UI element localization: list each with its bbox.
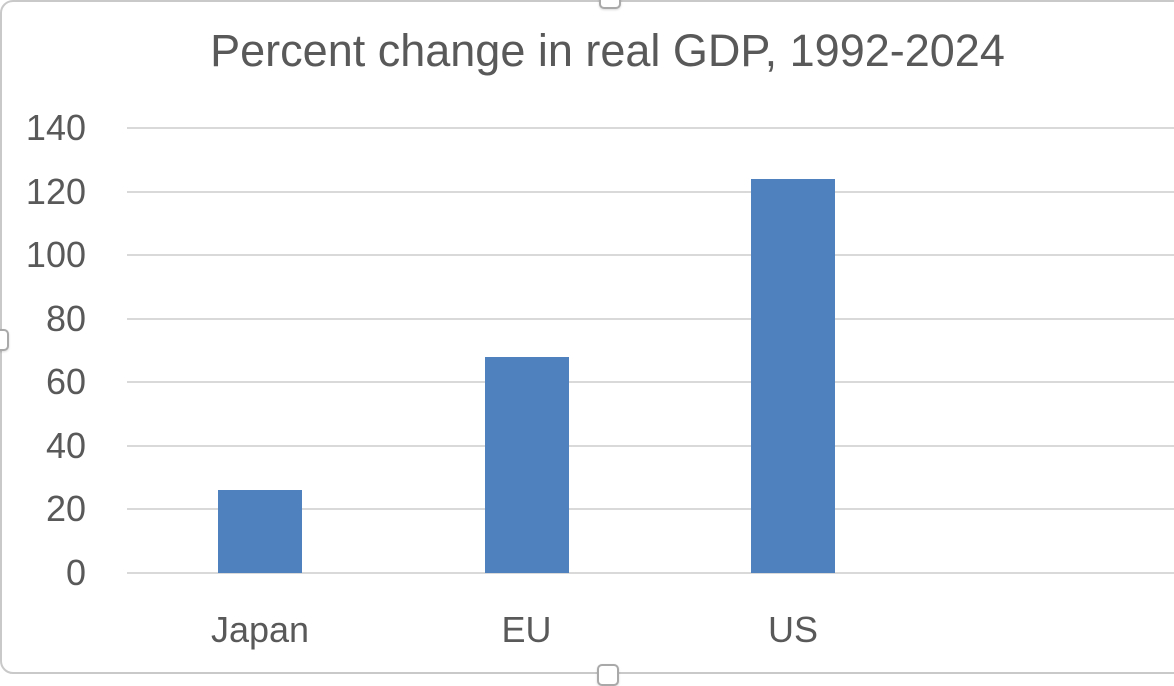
y-axis-label-20[interactable]: 20 (45, 488, 86, 530)
gridline-40 (127, 444, 1174, 447)
resize-handle-top-center[interactable] (599, 0, 621, 9)
bar-japan[interactable] (218, 490, 302, 573)
y-axis-label-40[interactable]: 40 (45, 424, 86, 466)
y-axis-label-0[interactable]: 0 (65, 552, 86, 593)
y-axis-label-80[interactable]: 80 (45, 297, 86, 339)
y-axis-label-120[interactable]: 120 (25, 170, 86, 212)
x-axis-label-us[interactable]: US (767, 609, 818, 650)
y-axis-label-140[interactable]: 140 (25, 107, 86, 148)
gridline-100 (127, 254, 1174, 257)
x-axis-label-eu[interactable]: EU (501, 609, 552, 650)
chart-title[interactable]: Percent change in real GDP, 1992-2024 (210, 25, 1005, 76)
gridline-60 (127, 381, 1174, 384)
gridline-20 (127, 508, 1174, 511)
bar-us[interactable] (751, 178, 835, 573)
gridline-140 (127, 127, 1174, 129)
x-axis-label-japan[interactable]: Japan (210, 609, 310, 650)
gridline-120 (127, 190, 1174, 193)
gridline-0 (127, 572, 1174, 574)
y-axis-label-100[interactable]: 100 (25, 234, 86, 276)
bar-eu[interactable] (484, 356, 569, 573)
y-axis-label-60[interactable]: 60 (45, 361, 86, 403)
gridline-80 (127, 317, 1174, 320)
resize-handle-bottom-center[interactable] (597, 664, 619, 686)
resize-handle-left-middle[interactable] (0, 329, 9, 351)
